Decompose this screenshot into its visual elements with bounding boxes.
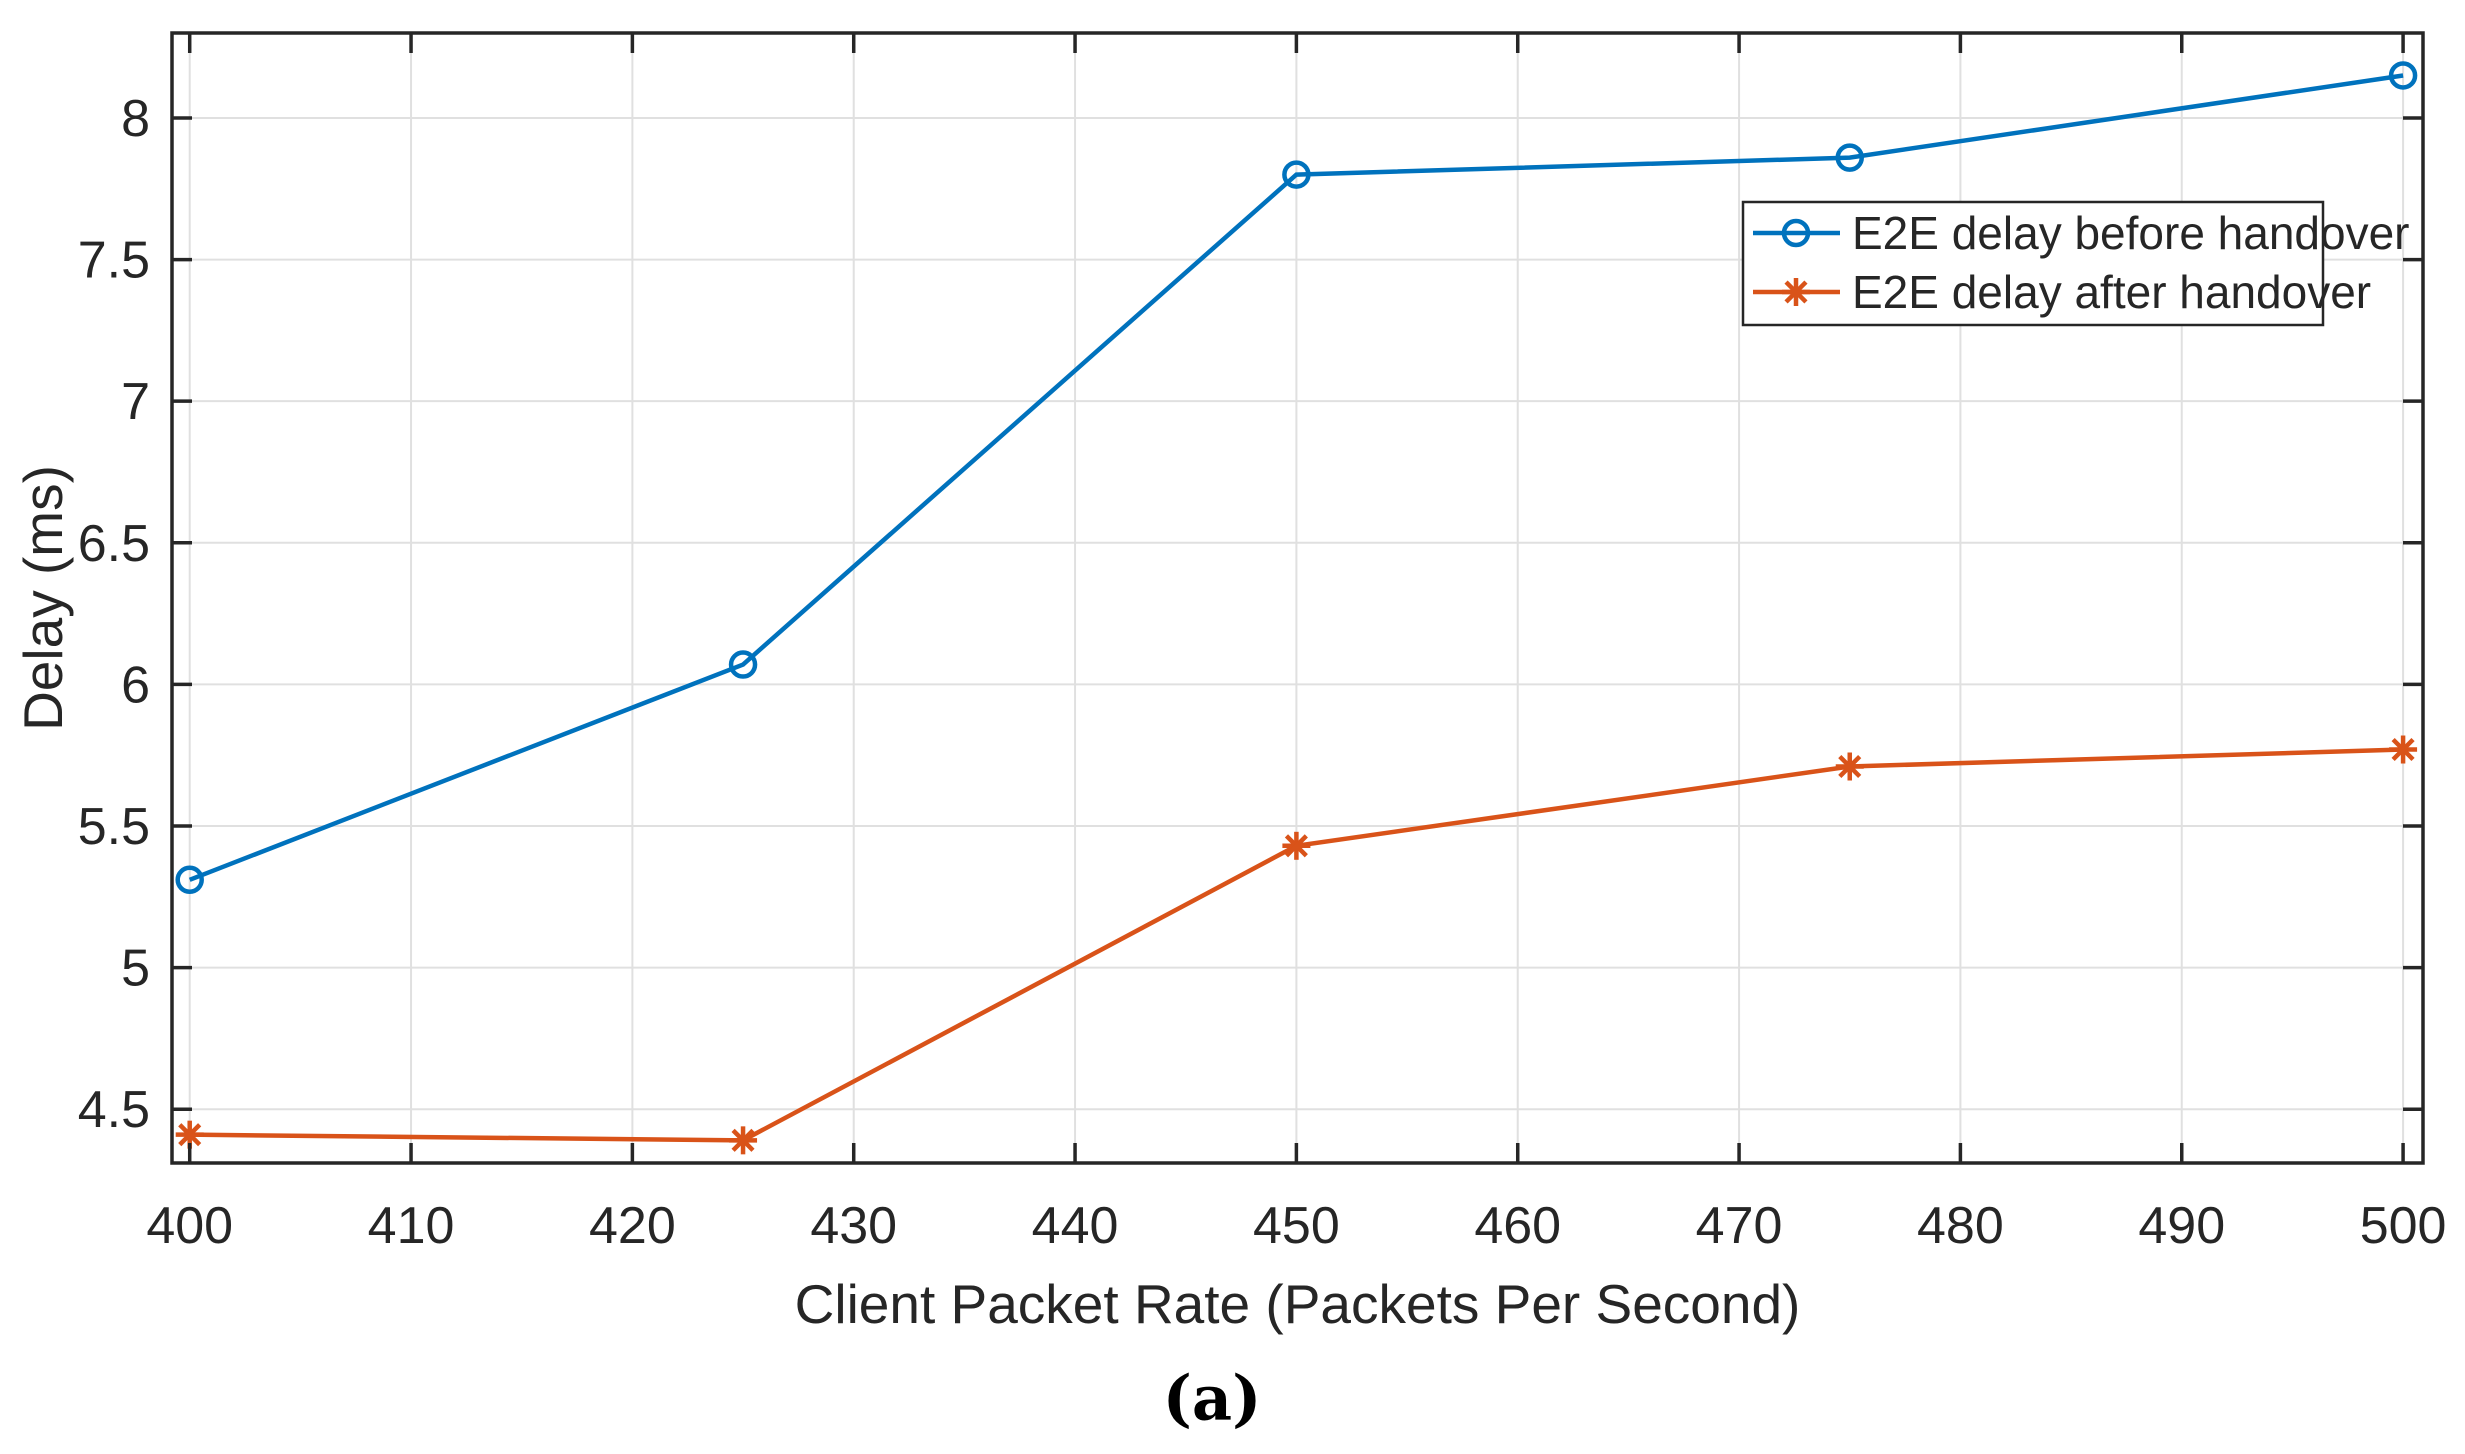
x-tick-label: 460 (1474, 1197, 1561, 1255)
asterisk-arm (731, 1128, 755, 1152)
series-after-handover (175, 735, 2418, 1155)
asterisk-arm (2391, 737, 2415, 762)
legend-entry-label: E2E delay before handover (1852, 207, 2410, 259)
series-before-handover (175, 61, 2418, 895)
asterisk-arm (1284, 834, 1308, 858)
legend-box (1741, 200, 2325, 327)
x-tick-label: 410 (368, 1197, 455, 1255)
x-tick-label: 420 (589, 1197, 676, 1255)
x-tick-label: 450 (1253, 1197, 1340, 1255)
y-tick-label: 7 (121, 373, 150, 431)
y-tick-label: 6.5 (78, 515, 150, 573)
x-axis-label: Client Packet Rate (Packets Per Second) (795, 1273, 1801, 1335)
y-tick-label: 8 (121, 90, 150, 148)
x-tick-label: 440 (1032, 1197, 1119, 1255)
asterisk-arm (178, 1123, 202, 1147)
y-tick-label: 4.5 (78, 1081, 150, 1139)
asterisk-marker (2389, 735, 2418, 764)
x-tick-label: 500 (2360, 1197, 2447, 1255)
circle-marker (175, 865, 204, 895)
circle-marker (1835, 143, 1864, 172)
series-line (188, 73, 2404, 882)
subfigure-caption: (a) (1162, 1361, 1262, 1435)
x-tick-label: 400 (146, 1197, 233, 1255)
circle-marker (1282, 160, 1311, 189)
asterisk-marker (729, 1126, 758, 1155)
y-tick-label: 6 (121, 656, 150, 714)
legend-entry-label: E2E delay after handover (1852, 266, 2371, 318)
x-tick-label: 480 (1917, 1197, 2004, 1255)
asterisk-arm (1784, 280, 1808, 304)
y-tick-label: 5.5 (78, 798, 150, 856)
circle-marker (728, 650, 758, 679)
legend-circle-marker (1781, 218, 1811, 248)
x-tick-label: 490 (2138, 1197, 2225, 1255)
asterisk-marker (1282, 831, 1311, 860)
circle-marker (2388, 61, 2418, 90)
legend: E2E delay before handover E2E delay after… (1741, 200, 2410, 327)
asterisk-marker (1835, 752, 1864, 781)
x-tick-label: 470 (1696, 1197, 1783, 1255)
legend-asterisk-marker (1782, 278, 1810, 306)
y-axis-label: Delay (ms) (12, 465, 74, 731)
y-tick-label: 7.5 (78, 232, 150, 290)
asterisk-arm (1838, 754, 1862, 779)
x-tick-label: 430 (810, 1197, 897, 1255)
y-tick-label: 5 (121, 940, 150, 998)
